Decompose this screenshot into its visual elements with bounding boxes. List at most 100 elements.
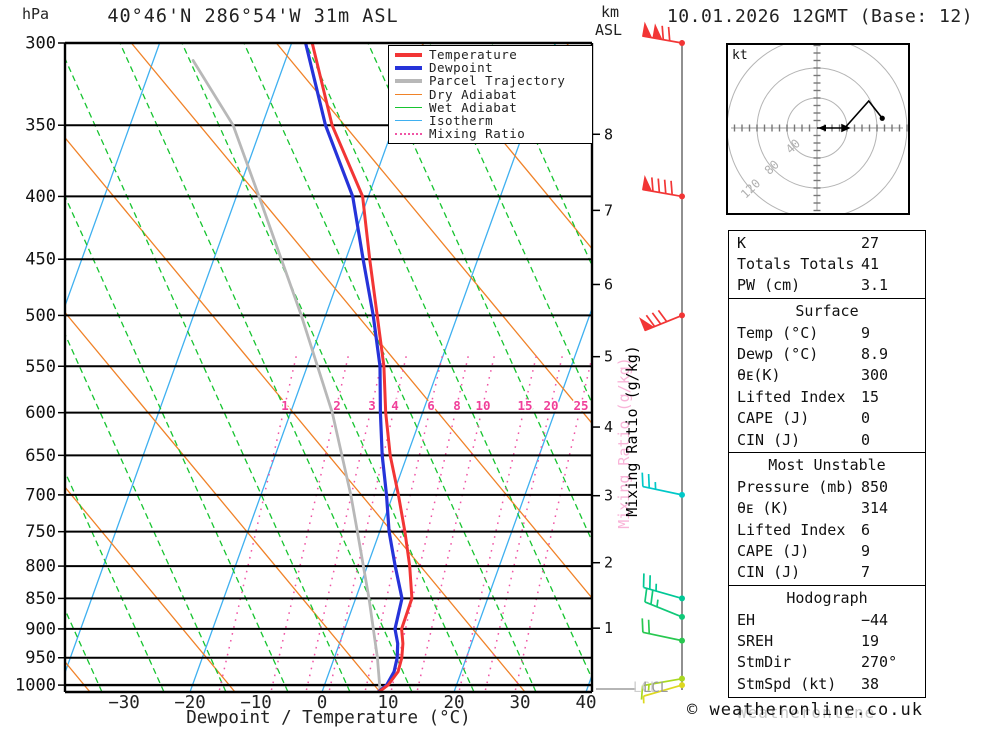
legend-item: Temperature	[389, 47, 592, 63]
temp-tick-label: −10	[240, 693, 272, 713]
legend-item: Isotherm	[389, 113, 592, 129]
stat-value: 6	[861, 520, 871, 539]
legend-swatch	[395, 120, 422, 122]
stat-row: Lifted Index 6	[729, 520, 925, 541]
legend: Temperature Dewpoint Parcel Trajectory Dry …	[388, 45, 593, 145]
pressure-tick-label: 650	[25, 446, 56, 466]
stat-row: CAPE (J) 9	[729, 541, 925, 562]
pressure-tick-label: 850	[25, 589, 56, 609]
stat-label: CAPE (J)	[737, 541, 810, 560]
stats-box: Most Unstable Pressure (mb) 850 θᴇ (K) 314 Li…	[728, 452, 926, 587]
stat-label: Dewp (°C)	[737, 344, 819, 363]
mixing-ratio-value: 20	[543, 398, 558, 413]
temperature-curve	[310, 43, 414, 692]
stat-value: −44	[861, 610, 889, 629]
skewt-grid	[65, 43, 592, 692]
legend-label: Isotherm	[429, 113, 494, 129]
stat-label: CAPE (J)	[737, 409, 810, 428]
legend-label: Temperature	[429, 47, 518, 63]
stat-label: SREH	[737, 632, 774, 651]
stats-box-title: Most Unstable	[768, 456, 886, 475]
stat-value: 314	[861, 499, 889, 518]
pressure-tick-label: 350	[25, 116, 56, 136]
altitude-tick-label: 5	[604, 348, 613, 366]
legend-item: Wet Adiabat	[389, 100, 592, 115]
stat-row: Lifted Index 15	[729, 387, 925, 408]
stats-box: Hodograph EH −44 SREH 19 StmDir 270° StmSpd (kt…	[728, 585, 926, 699]
pressure-gridlines: 300 350 400 450 500 550 600 650 700 750 800 850 900 9…	[15, 34, 592, 696]
stat-row: CIN (J) 7	[729, 562, 925, 583]
pressure-tick-label: 450	[25, 250, 56, 270]
stat-value: 3.1	[861, 276, 889, 295]
stat-value: 7	[861, 563, 871, 582]
mixing-ratio-value: 8	[453, 398, 461, 413]
pressure-tick-label: 550	[25, 357, 56, 377]
stat-label: CIN (J)	[737, 430, 801, 449]
stat-row: EH −44	[729, 610, 925, 631]
stat-row: Pressure (mb) 850	[729, 477, 925, 498]
hodograph-ring-label: 40	[783, 136, 803, 156]
altitude-axis-unit: km	[601, 3, 620, 21]
mixing-ratio-value: 6	[427, 398, 435, 413]
stat-value: 8.9	[861, 344, 889, 363]
stat-label: Totals Totals	[737, 254, 855, 273]
legend-swatch	[395, 78, 422, 83]
stat-row: K 27	[729, 233, 925, 254]
mixing-ratio-labels: 1 2 3 4 6 8 10 15 20 25	[280, 397, 590, 415]
stats-box: Surface Temp (°C) 9 Dewp (°C) 8.9 θᴇ(K) 300 Lif…	[728, 298, 926, 454]
hodograph-unit-label: kt	[732, 48, 748, 63]
pressure-tick-label: 1000	[15, 676, 56, 696]
stat-row: Temp (°C) 9	[729, 323, 925, 344]
lcl-marker: LCL	[643, 680, 669, 696]
stat-value: 9	[861, 323, 871, 342]
stats-box-title: Surface	[795, 302, 859, 321]
lcl-marker-ghost: LCL	[633, 680, 659, 696]
page-title: 40°46'N 286°54'W 31m ASL	[107, 6, 399, 27]
mixing-ratio-value: 2	[333, 398, 341, 413]
legend-swatch	[395, 132, 422, 135]
legend-label: Parcel Trajectory	[429, 73, 566, 89]
stat-label: Temp (°C)	[737, 323, 819, 342]
legend-swatch	[395, 106, 422, 108]
stat-row: Totals Totals 41	[729, 254, 925, 275]
pressure-tick-label: 900	[25, 619, 56, 639]
temperature-axis-label: Dewpoint / Temperature (°C)	[186, 708, 471, 728]
mixing-ratio-value: 4	[391, 398, 399, 413]
stat-row: CAPE (J) 0	[729, 408, 925, 429]
altitude-tick-label: 2	[604, 554, 613, 572]
dewpoint-curve	[304, 43, 404, 692]
altitude-tick-label: 7	[604, 201, 613, 219]
stat-label: Lifted Index	[737, 387, 846, 406]
stat-value: 850	[861, 477, 889, 496]
stats-panel: K 27 Totals Totals 41 PW (cm) 3.1 Surface Temp …	[728, 229, 926, 699]
stat-value: 0	[861, 409, 871, 428]
stat-value: 0	[861, 430, 871, 449]
stat-label: StmDir	[737, 653, 792, 672]
pressure-tick-label: 750	[25, 522, 56, 542]
mixing-ratio-value: 15	[517, 398, 532, 413]
legend-swatch	[395, 52, 422, 57]
legend-swatch	[395, 93, 422, 95]
stat-label: Pressure (mb)	[737, 477, 855, 496]
stat-label: K	[737, 233, 747, 252]
mixing-ratio-value: 10	[475, 398, 490, 413]
stat-row: θᴇ (K) 314	[729, 498, 925, 519]
stat-row: SREH 19	[729, 631, 925, 652]
parcel-trajectory-curve	[191, 59, 382, 692]
altitude-axis-ref: ASL	[595, 21, 623, 39]
mixing-ratio-value: 3	[368, 398, 376, 413]
copyright-ghost: Weatheronline	[737, 703, 876, 722]
altitude-ticks: 1 2 3 4 5 6 7 8	[592, 125, 613, 637]
legend-label: Mixing Ratio	[429, 126, 526, 142]
legend-label: Dewpoint	[429, 60, 494, 76]
stat-value: 27	[861, 233, 880, 252]
stats-box-title: Hodograph	[786, 589, 868, 608]
stat-label: θᴇ (K)	[737, 499, 790, 518]
legend-swatch	[395, 65, 422, 70]
altitude-tick-label: 6	[604, 275, 613, 293]
stat-row: Dewp (°C) 8.9	[729, 344, 925, 365]
stat-value: 270°	[861, 653, 898, 672]
mixing-ratio-value: 25	[573, 398, 588, 413]
